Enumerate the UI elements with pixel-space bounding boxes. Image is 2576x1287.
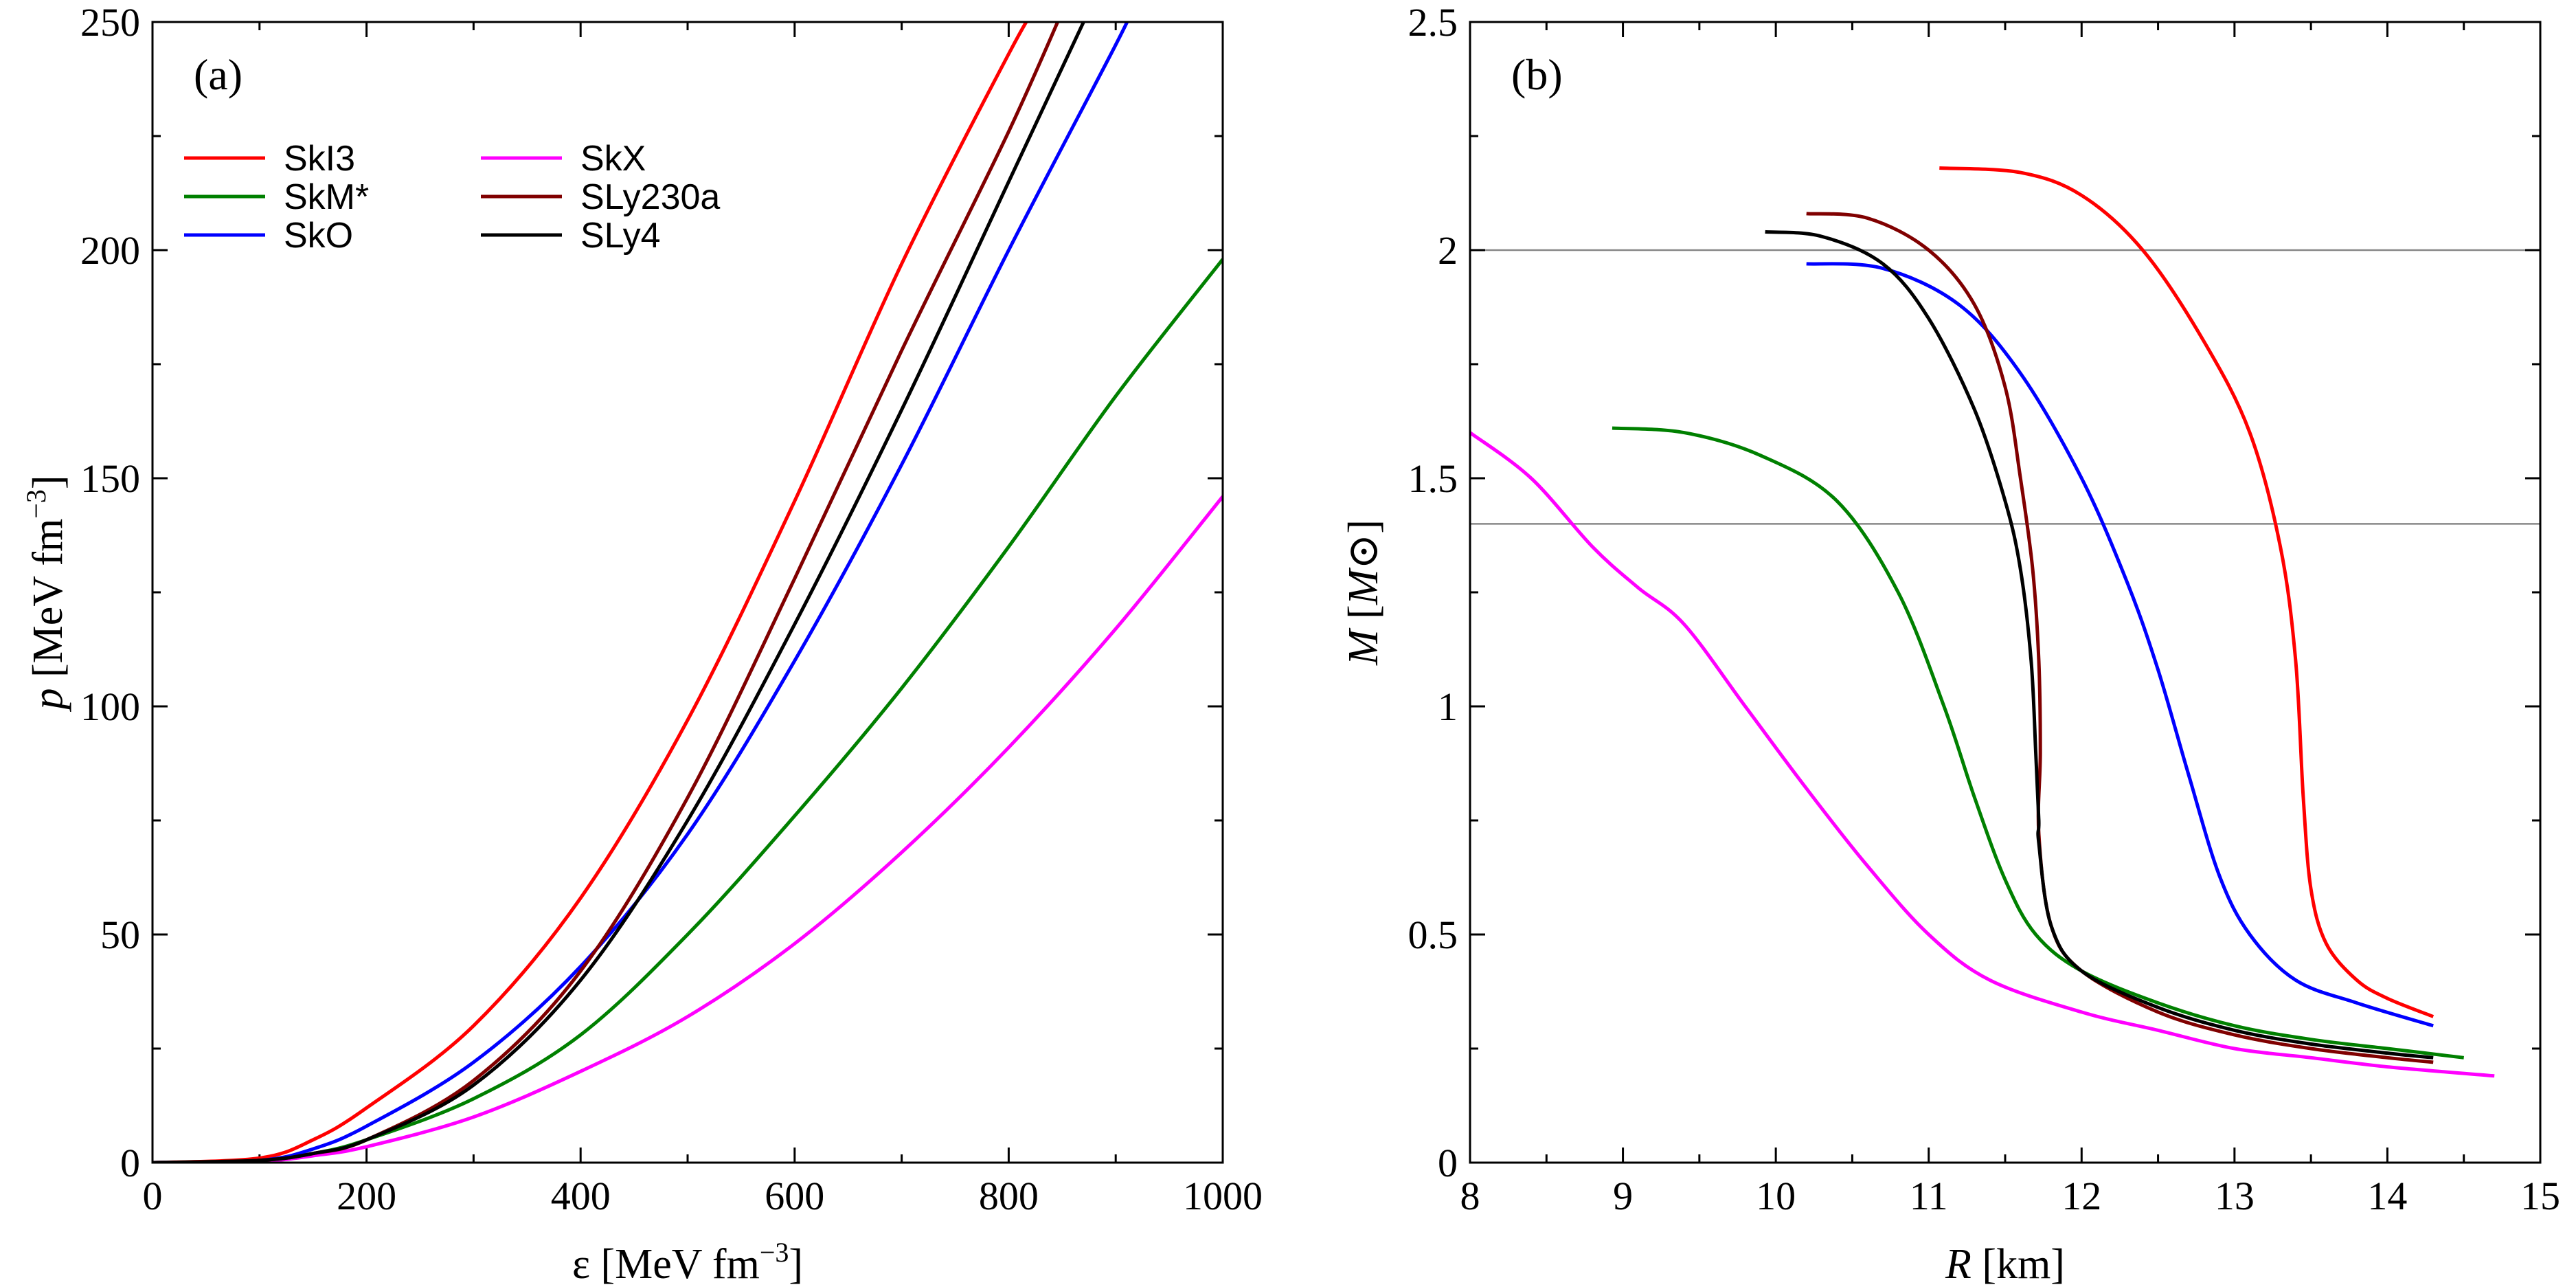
panel-a-series-sly4 (152, 22, 1086, 1163)
legend-label-ski3: SkI3 (284, 139, 355, 179)
panel-b-x-tick-label: 10 (1756, 1174, 1796, 1218)
panel-b-tag: (b) (1511, 50, 1563, 99)
panel-b-y-tick-label: 0 (1438, 1141, 1458, 1185)
panel-b-x-tick-label: 13 (2215, 1174, 2255, 1218)
panel-a-y-tick-label: 50 (100, 913, 140, 957)
panel-a-x-tick-label: 400 (551, 1174, 611, 1218)
panel-a-frame (151, 21, 1224, 1164)
panel-b-x-axis-label: R [km] (1945, 1241, 2065, 1287)
panel-b-series-sly4 (1765, 230, 2434, 1060)
panel-b-series-sly230a (1806, 212, 2434, 1064)
panel-a-y-axis-label: p [MeV fm−3] (21, 475, 71, 712)
panel-a-tag: (a) (194, 50, 242, 99)
panel-b-y-tick-label: 2 (1438, 228, 1458, 273)
panel-b-x-tick-label: 11 (1910, 1174, 1948, 1218)
legend-label-skx: SkX (580, 139, 646, 179)
panel-a-y-tick-label: 100 (80, 684, 140, 729)
panel-a-series-sko (152, 22, 1129, 1163)
panel-a-y-tick-label: 200 (80, 228, 140, 273)
panel-a-x-tick-label: 0 (143, 1174, 163, 1218)
legend-label-skm: SkM* (284, 177, 369, 217)
panel-a: 0 200 400 600 800 1000 0 50 100 150 200 250 (a) SkI… (21, 0, 1263, 1287)
panel-b-x-tick-label: 9 (1613, 1174, 1633, 1218)
panel-b-y-tick-label: 1.5 (1408, 456, 1458, 501)
panel-b: 8 9 10 11 12 13 14 15 0 0.5 1 1.5 2 2.5 (b) R [km] M … (1340, 0, 2560, 1287)
panel-a-series-skm (152, 258, 1223, 1163)
panel-a-curves (152, 22, 1223, 1163)
panel-b-y-tick-label: 2.5 (1408, 0, 1458, 45)
panel-b-curves (1470, 166, 2495, 1078)
panel-a-y-tick-label: 250 (80, 0, 140, 45)
panel-b-x-tick-label: 12 (2061, 1174, 2101, 1218)
panel-a-x-tick-label: 200 (337, 1174, 396, 1218)
panel-a-y-tick-label: 0 (120, 1141, 140, 1185)
panel-b-x-tick-label: 14 (2367, 1174, 2407, 1218)
panel-b-series-ski3 (1939, 166, 2434, 1018)
panel-b-y-axis-label: M [M⊙] (1340, 519, 1387, 666)
panel-b-series-skx (1470, 431, 2495, 1078)
panel-a-x-tick-label: 800 (979, 1174, 1039, 1218)
legend-label-sly4: SLy4 (580, 216, 661, 256)
panel-b-frame (1469, 21, 2542, 1164)
panel-a-x-tick-label: 1000 (1183, 1174, 1263, 1218)
panel-a-x-axis-label: ε [MeV fm−3] (572, 1237, 803, 1287)
panel-a-series-ski3 (152, 22, 1028, 1163)
panel-a-series-skx (152, 495, 1223, 1163)
panel-b-ticks: 8 9 10 11 12 13 14 15 0 0.5 1 1.5 2 2.5 (1408, 0, 2561, 1218)
legend-label-sko: SkO (284, 216, 353, 256)
panel-b-x-tick-label: 15 (2520, 1174, 2560, 1218)
panel-b-x-tick-label: 8 (1460, 1174, 1480, 1218)
panel-b-series-skm (1612, 426, 2464, 1060)
panel-a-y-tick-label: 150 (80, 456, 140, 501)
panel-b-y-tick-label: 1 (1438, 684, 1458, 729)
panel-a-x-tick-label: 600 (765, 1174, 824, 1218)
legend-label-sly230a: SLy230a (580, 177, 720, 217)
panel-b-y-tick-label: 0.5 (1408, 913, 1458, 957)
panel-b-reference-lines (1470, 249, 2540, 525)
panel-b-series-sko (1806, 262, 2434, 1028)
